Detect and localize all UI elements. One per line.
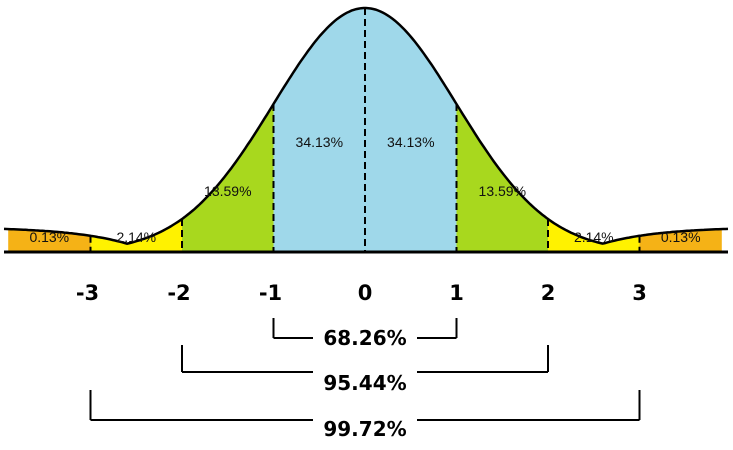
region-percent-label: 13.59% [479, 183, 526, 199]
region-percent-label: 13.59% [204, 183, 251, 199]
region-fill-4 [365, 8, 457, 252]
region-fill-7 [639, 229, 722, 252]
range-percent-label: 68.26% [323, 326, 406, 350]
x-tick-label: 3 [632, 281, 647, 305]
x-tick-label: -3 [76, 281, 99, 305]
x-tick-label: -1 [259, 281, 282, 305]
range-bracket: 99.72% [89, 390, 641, 441]
region-fill-3 [273, 8, 365, 252]
x-tick-label: 0 [358, 281, 373, 305]
range-percent-label: 95.44% [323, 371, 406, 395]
region-fill-0 [8, 229, 91, 252]
bell-curve-line [3, 6, 729, 245]
range-percent-label: 99.72% [323, 417, 406, 441]
range-bracket: 95.44% [181, 345, 549, 395]
x-tick-label: 2 [541, 281, 556, 305]
range-bracket: 68.26% [272, 318, 458, 350]
region-percent-label: 34.13% [296, 134, 343, 150]
region-percent-label: 0.13% [661, 229, 701, 245]
region-percent-label: 2.14% [116, 229, 156, 245]
x-tick-label: -2 [167, 281, 190, 305]
region-percent-label: 2.14% [574, 229, 614, 245]
region-fill-6 [548, 219, 640, 252]
region-fill-1 [90, 219, 182, 252]
x-tick-label: 1 [449, 281, 464, 305]
region-percent-label: 0.13% [29, 229, 69, 245]
region-percent-label: 34.13% [387, 134, 434, 150]
